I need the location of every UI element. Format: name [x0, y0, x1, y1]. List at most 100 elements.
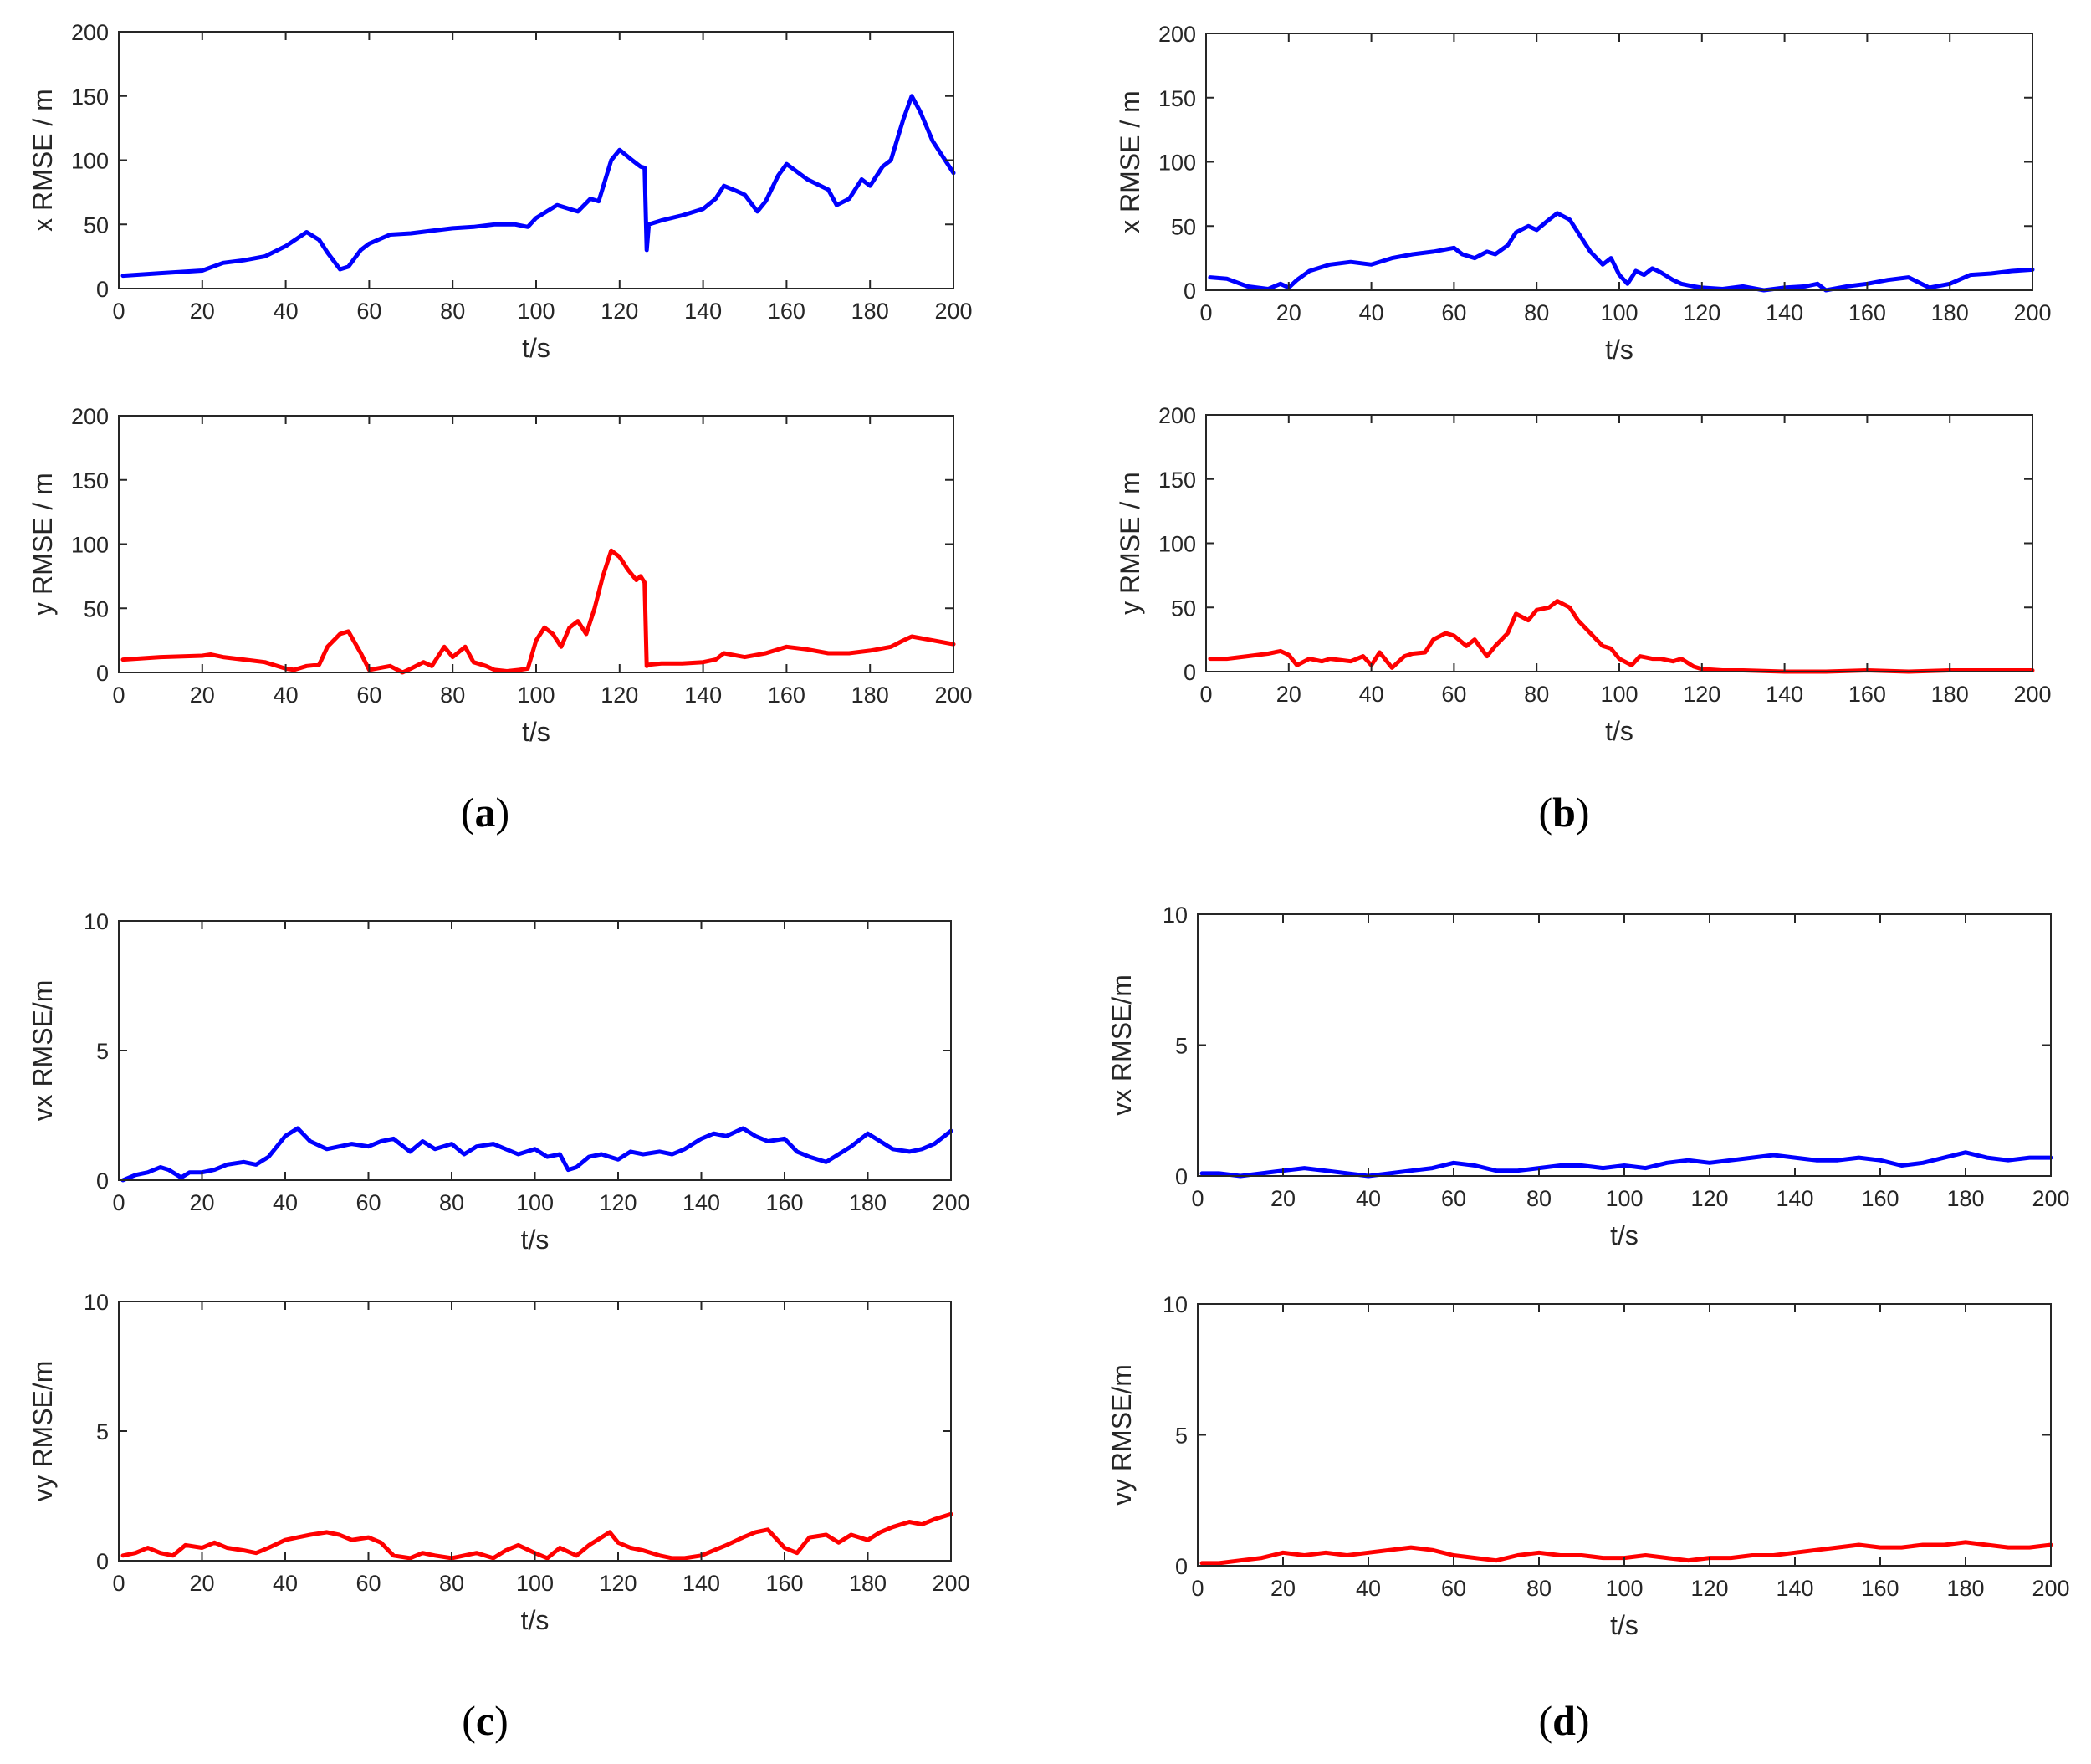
y-tick-label: 50 — [84, 596, 109, 621]
x-tick-label: 0 — [1191, 1186, 1204, 1211]
x-tick-label: 80 — [440, 683, 465, 708]
axes-box-d1 — [1197, 913, 2052, 1177]
y-tick-label: 0 — [96, 277, 109, 302]
x-tick-label: 0 — [112, 1571, 125, 1596]
y-tick-label: 100 — [71, 533, 109, 558]
series-line-a2-0 — [120, 548, 956, 675]
x-tick-label: 40 — [274, 683, 299, 708]
x-tick-label: 40 — [273, 1190, 298, 1215]
x-tick-label: 60 — [355, 1571, 381, 1596]
y-tick-label: 200 — [71, 404, 109, 429]
x-tick-label: 200 — [932, 1571, 969, 1596]
x-tick-label: 120 — [601, 299, 638, 324]
x-tick-label: 40 — [1359, 300, 1384, 325]
x-axis-label: t/s — [1605, 716, 1633, 746]
x-tick-label: 100 — [1605, 1186, 1643, 1211]
chart-d1: 0 20 40 60 80 100 120 140 160 180 200 0 5 10 t/s vx RMS… — [1107, 902, 2070, 1250]
x-tick-label: 80 — [1524, 682, 1549, 707]
x-tick-label: 100 — [1600, 682, 1638, 707]
x-tick-label: 80 — [1526, 1576, 1552, 1601]
y-tick-label: 150 — [71, 84, 109, 110]
y-tick-label: 100 — [1158, 151, 1196, 176]
x-tick-label: 160 — [1848, 300, 1886, 325]
x-tick-label: 140 — [683, 1571, 720, 1596]
x-tick-label: 40 — [1356, 1186, 1381, 1211]
x-tick-label: 20 — [190, 299, 215, 324]
panel-label-b: (b) — [1538, 789, 1590, 836]
x-tick-label: 140 — [684, 683, 722, 708]
x-tick-label: 60 — [356, 299, 381, 324]
x-axis-label: t/s — [1610, 1610, 1639, 1640]
x-tick-label: 20 — [189, 1571, 214, 1596]
x-tick-label: 140 — [683, 1190, 720, 1215]
x-tick-label: 140 — [684, 299, 722, 324]
x-axis-label: t/s — [522, 333, 550, 363]
y-tick-label: 100 — [1158, 532, 1196, 557]
x-tick-label: 20 — [1270, 1576, 1296, 1601]
axes-box-a1 — [118, 31, 954, 289]
y-axis-label: x RMSE / m — [28, 89, 58, 232]
y-tick-label: 5 — [1175, 1424, 1188, 1449]
x-axis-label: t/s — [1605, 335, 1633, 365]
x-tick-label: 180 — [851, 299, 889, 324]
series-line-d1-0 — [1199, 1150, 2053, 1179]
axes-box-c2 — [118, 1301, 952, 1562]
x-tick-label: 200 — [2032, 1576, 2069, 1601]
y-tick-label: 5 — [96, 1419, 109, 1444]
x-tick-label: 100 — [516, 1571, 554, 1596]
y-tick-label: 150 — [1158, 468, 1196, 493]
x-tick-label: 200 — [932, 1190, 969, 1215]
x-tick-label: 140 — [1766, 300, 1803, 325]
x-tick-label: 180 — [1946, 1186, 1984, 1211]
x-tick-label: 20 — [190, 683, 215, 708]
x-tick-label: 160 — [768, 299, 805, 324]
x-tick-label: 20 — [1270, 1186, 1296, 1211]
axes-box-c1 — [118, 920, 952, 1181]
x-tick-label: 120 — [599, 1571, 637, 1596]
x-tick-label: 160 — [765, 1571, 803, 1596]
x-tick-label: 40 — [1356, 1576, 1381, 1601]
x-tick-label: 160 — [1848, 682, 1886, 707]
x-tick-label: 180 — [1931, 682, 1969, 707]
y-tick-label: 10 — [84, 1290, 109, 1315]
panel-label-c: (c) — [462, 1697, 509, 1744]
y-tick-label: 200 — [1158, 22, 1196, 47]
y-axis-label: vx RMSE/m — [1107, 974, 1137, 1116]
x-axis-label: t/s — [521, 1225, 550, 1255]
series-line-b1-0 — [1208, 211, 2035, 293]
x-tick-label: 40 — [274, 299, 299, 324]
x-tick-label: 0 — [1199, 682, 1212, 707]
y-tick-label: 0 — [1175, 1554, 1188, 1579]
x-tick-label: 120 — [1683, 682, 1720, 707]
x-tick-label: 80 — [439, 1190, 464, 1215]
x-tick-label: 80 — [1526, 1186, 1552, 1211]
x-tick-label: 20 — [189, 1190, 214, 1215]
x-axis-label: t/s — [1610, 1220, 1639, 1250]
y-tick-label: 150 — [1158, 86, 1196, 111]
series-line-c1-0 — [120, 1126, 953, 1183]
y-tick-label: 0 — [1175, 1164, 1188, 1189]
y-tick-label: 10 — [1163, 1292, 1188, 1317]
x-tick-label: 180 — [849, 1571, 887, 1596]
x-tick-label: 0 — [112, 1190, 125, 1215]
series-line-b2-0 — [1208, 599, 2035, 674]
x-tick-label: 80 — [440, 299, 465, 324]
y-tick-label: 50 — [84, 212, 109, 238]
x-tick-label: 180 — [851, 683, 889, 708]
x-tick-label: 200 — [934, 683, 972, 708]
y-tick-label: 150 — [71, 468, 109, 493]
x-tick-label: 0 — [1191, 1576, 1204, 1601]
x-tick-label: 120 — [1690, 1576, 1728, 1601]
x-tick-label: 140 — [1776, 1186, 1813, 1211]
x-tick-label: 0 — [1199, 300, 1212, 325]
chart-a1: 0 20 40 60 80 100 120 140 160 180 200 0 50 100 150 200 t… — [28, 20, 973, 363]
x-tick-label: 40 — [1359, 682, 1384, 707]
y-axis-label: x RMSE / m — [1115, 90, 1145, 233]
series-line-a1-0 — [120, 94, 956, 279]
x-tick-label: 100 — [517, 299, 555, 324]
panel-label-d: (d) — [1538, 1697, 1590, 1744]
y-tick-label: 10 — [1163, 902, 1188, 928]
x-tick-label: 80 — [1524, 300, 1549, 325]
axes-box-d2 — [1197, 1303, 2052, 1567]
